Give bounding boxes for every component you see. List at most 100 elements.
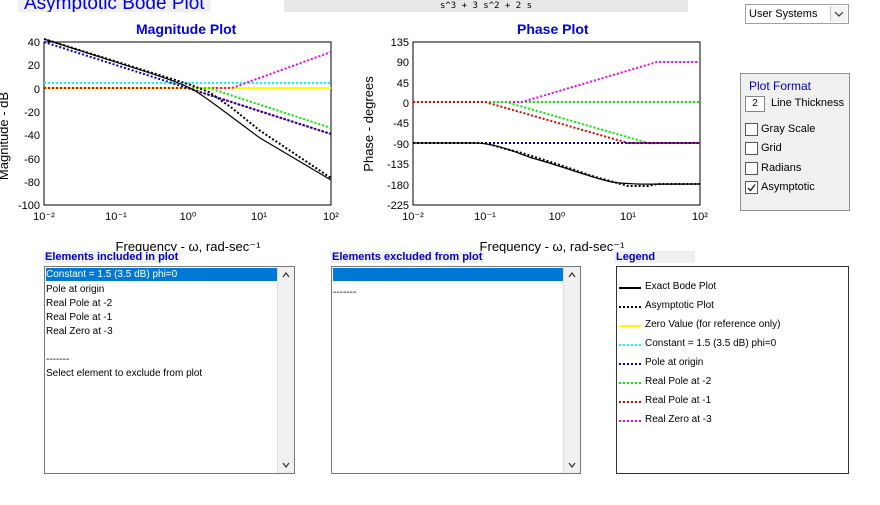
phase-ytick: -90 <box>393 139 409 151</box>
phase-xtick: 10⁻² <box>402 211 424 223</box>
legend-label-text: Real Zero at -3 <box>645 414 712 425</box>
list-item[interactable]: Select element to exclude from plot <box>46 368 203 379</box>
scroll-up-icon[interactable] <box>568 271 576 279</box>
mag-real-pole-2-curve <box>44 87 332 129</box>
legend-box: Exact Bode Plot Asymptotic Plot Zero Val… <box>616 266 849 474</box>
scrollbar[interactable] <box>563 267 580 473</box>
phase-plot-title: Phase Plot <box>517 21 589 37</box>
transfer-function-display: s^3 + 3 s^2 + 2 s <box>284 0 688 12</box>
app-title: Asymptotic Bode Plot <box>18 0 211 12</box>
legend-label-text: Asymptotic Plot <box>645 300 714 311</box>
mag-ytick: -20 <box>24 107 40 119</box>
phase-exact-curve <box>413 142 701 185</box>
list-item[interactable]: Real Pole at -2 <box>46 298 113 309</box>
legend-label-text: Real Pole at -1 <box>645 395 712 406</box>
mag-xtick: 10⁰ <box>180 211 197 223</box>
asymptotic-label: Asymptotic <box>761 181 815 193</box>
legend-item: Constant = 1.5 (3.5 dB) phi=0 <box>617 338 847 352</box>
list-item[interactable]: Pole at origin <box>46 284 105 295</box>
scroll-down-icon[interactable] <box>568 461 576 469</box>
radians-checkbox[interactable]: Radians <box>745 162 845 176</box>
phase-xtick: 10⁰ <box>549 211 566 223</box>
mag-real-zero-curve <box>44 51 332 89</box>
grid-checkbox[interactable]: Grid <box>745 142 845 156</box>
included-listbox[interactable]: Constant = 1.5 (3.5 dB) phi=0 Pole at or… <box>44 266 295 474</box>
phase-ytick: -135 <box>387 159 409 171</box>
radians-label: Radians <box>761 162 802 174</box>
legend-label-text: Zero Value (for reference only) <box>645 319 781 330</box>
magnitude-axes <box>43 41 332 206</box>
checkbox-box[interactable] <box>745 181 758 194</box>
legend-label: Legend <box>614 251 696 263</box>
mag-xlabel: Frequency - ω, rad-sec⁻¹ <box>116 239 262 254</box>
checkbox-box[interactable] <box>745 142 758 155</box>
list-item[interactable]: Real Pole at -1 <box>46 312 113 323</box>
legend-swatch <box>619 420 641 422</box>
mag-xtick: 10¹ <box>251 211 267 223</box>
scrollbar[interactable] <box>277 267 294 473</box>
phase-ytick: 45 <box>397 78 409 90</box>
legend-label-text: Constant = 1.5 (3.5 dB) phi=0 <box>645 338 777 349</box>
checkbox-box[interactable] <box>745 123 758 136</box>
phase-asymptotic-curve <box>413 142 700 187</box>
phase-real-pole-1-curve <box>413 101 700 144</box>
legend-label-text: Pole at origin <box>645 357 704 368</box>
grid-label: Grid <box>761 142 782 154</box>
magnitude-plot: 40 20 0 -20 -40 -60 -80 -100 10⁻² 10⁻¹ 1… <box>0 37 339 254</box>
mag-exact-curve <box>43 38 332 181</box>
phase-ytick: 135 <box>391 37 409 49</box>
chevron-down-icon[interactable] <box>830 6 847 22</box>
list-item[interactable]: Constant = 1.5 (3.5 dB) phi=0 <box>46 268 278 281</box>
mag-ytick: -60 <box>24 154 40 166</box>
excluded-list-label: Elements excluded from plot <box>330 251 485 263</box>
list-item[interactable]: ------- <box>333 287 357 298</box>
mag-ytick: 40 <box>28 37 40 49</box>
phase-ytick: -225 <box>387 200 409 212</box>
mag-xtick: 10² <box>323 211 339 223</box>
legend-label-text: Real Pole at -2 <box>645 376 712 387</box>
mag-ylabel: Magnitude - dB <box>0 92 11 180</box>
legend-item: Asymptotic Plot <box>617 300 847 314</box>
legend-swatch <box>619 287 641 289</box>
grayscale-label: Gray Scale <box>761 123 816 135</box>
phase-plot: 135 90 45 0 -45 -90 -135 -180 -225 10⁻² … <box>361 37 708 254</box>
excluded-listbox[interactable]: ------- <box>331 266 581 474</box>
legend-swatch <box>619 325 641 327</box>
system-select-value: User Systems <box>749 8 818 20</box>
phase-ytick: 90 <box>397 57 409 69</box>
checkbox-box[interactable] <box>745 162 758 175</box>
phase-ytick: -180 <box>387 180 409 192</box>
legend-swatch <box>619 306 641 308</box>
phase-ylabel: Phase - degrees <box>361 76 376 172</box>
grayscale-checkbox[interactable]: Gray Scale <box>745 123 845 137</box>
system-select[interactable]: User Systems <box>745 4 849 24</box>
legend-swatch <box>619 401 641 403</box>
mag-ytick: 20 <box>28 60 40 72</box>
mag-real-pole-1-curve <box>44 87 332 135</box>
legend-label-text: Exact Bode Plot <box>645 281 717 292</box>
line-thickness-label: Line Thickness <box>771 97 845 109</box>
mag-ytick: -80 <box>24 177 40 189</box>
mag-ytick: 0 <box>34 84 40 96</box>
list-item[interactable]: Real Zero at -3 <box>46 326 113 337</box>
scroll-up-icon[interactable] <box>282 271 290 279</box>
legend-item: Real Pole at -2 <box>617 376 847 390</box>
mag-ytick: -40 <box>24 130 40 142</box>
legend-item: Real Zero at -3 <box>617 414 847 428</box>
asymptotic-checkbox[interactable]: Asymptotic <box>745 181 845 195</box>
phase-xtick: 10¹ <box>620 211 636 223</box>
phase-ytick: 0 <box>403 98 409 110</box>
line-thickness-input[interactable]: 2 <box>745 96 765 112</box>
list-item[interactable]: ------- <box>46 354 70 365</box>
plot-format-panel: Plot Format 2 Line Thickness Gray Scale … <box>740 73 850 211</box>
phase-xlabel: Frequency - ω, rad-sec⁻¹ <box>480 239 626 254</box>
checkmark-icon <box>747 184 756 192</box>
legend-swatch <box>619 363 641 365</box>
legend-item: Zero Value (for reference only) <box>617 319 847 333</box>
legend-swatch <box>619 344 641 346</box>
list-item[interactable] <box>333 268 564 281</box>
mag-xtick: 10⁻¹ <box>105 211 127 223</box>
mag-ytick: -100 <box>18 200 40 212</box>
scroll-down-icon[interactable] <box>282 461 290 469</box>
legend-item: Exact Bode Plot <box>617 281 847 295</box>
